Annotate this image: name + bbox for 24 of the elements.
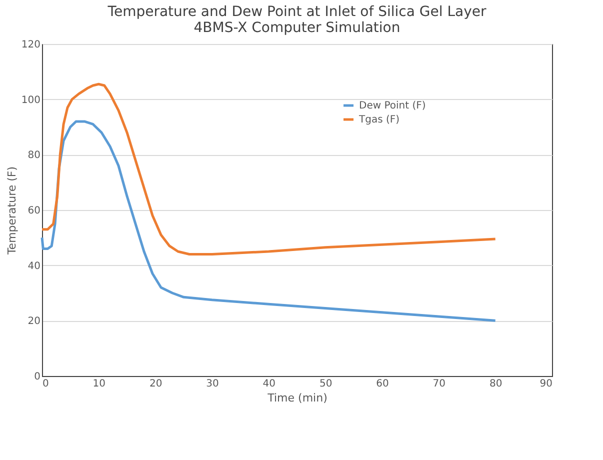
x-tick-label: 90: [540, 378, 552, 390]
x-tick-label: 80: [489, 378, 502, 390]
text: Temperature and Dew Point at Inlet of Silica Gel Layer: [108, 4, 486, 20]
x-tick-label: 40: [262, 378, 276, 390]
y-tick-label: 120: [21, 40, 40, 50]
y-tick-label: 0: [34, 372, 40, 382]
y-tick-label: 100: [21, 94, 40, 106]
y-tick-label: 60: [28, 206, 40, 216]
x-tick-label: 0: [42, 378, 49, 390]
x-axis-title: Time (min): [266, 392, 328, 404]
y-axis-title: Temperature (F): [5, 166, 18, 256]
x-tick-label: 10: [92, 378, 106, 390]
line-series: [40, 82, 497, 256]
x-tick-label: 20: [149, 378, 162, 390]
x-tick-label: 30: [206, 378, 219, 390]
y-tick-label: 80: [28, 150, 40, 162]
legend-label: Dew Point (F): [359, 100, 426, 112]
y-tick-label: 40: [28, 260, 40, 272]
x-tick-label: 60: [376, 378, 389, 390]
x-tick-label: 50: [319, 378, 332, 390]
x-tick-label: 70: [432, 378, 446, 390]
legend-label: Tgas (F): [358, 114, 400, 126]
text: 4BMS-X Computer Simulation: [194, 20, 400, 36]
y-tick-label: 20: [28, 316, 40, 328]
